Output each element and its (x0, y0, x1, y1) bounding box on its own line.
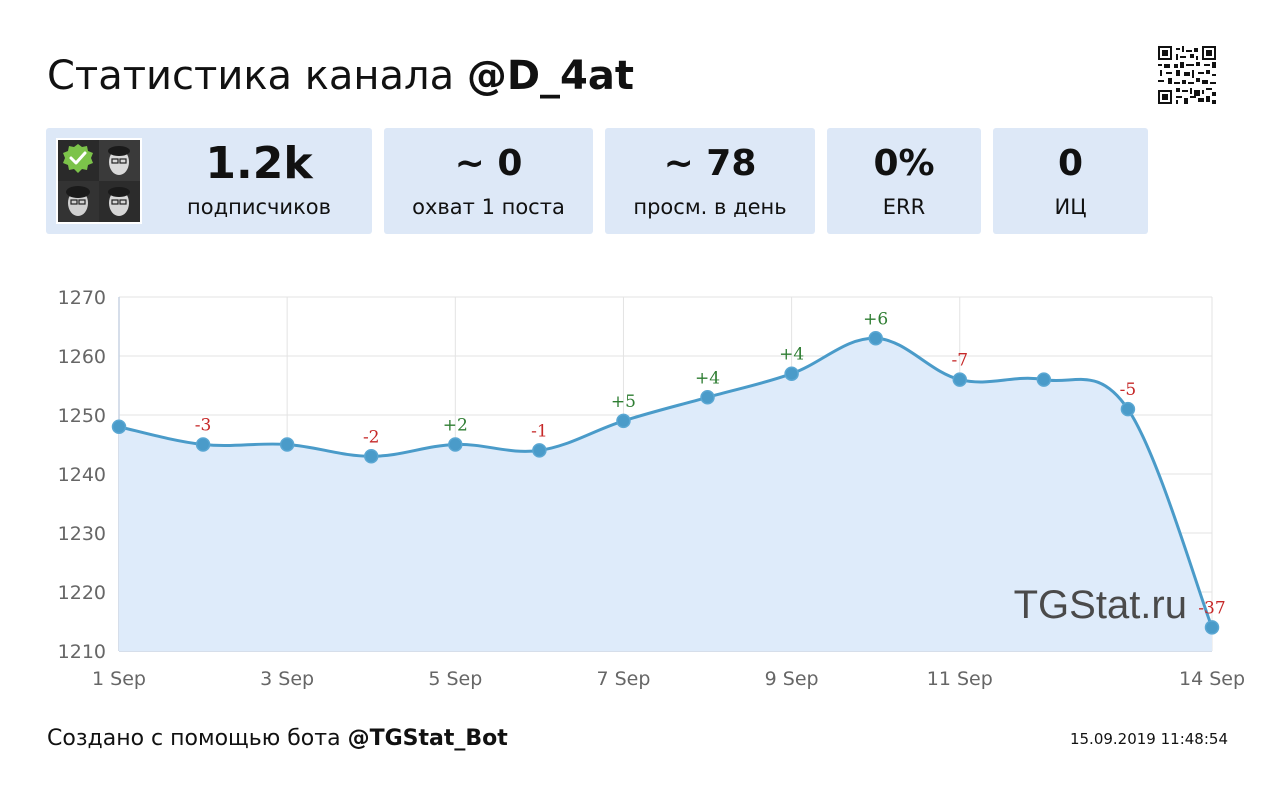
data-label: +6 (863, 309, 888, 329)
y-tick-label: 1270 (58, 287, 106, 309)
qr-code-icon (1158, 46, 1216, 104)
x-tick-label: 3 Sep (260, 668, 314, 690)
data-point (532, 443, 547, 458)
chart-points (111, 331, 1220, 635)
data-point (868, 331, 883, 346)
data-point (363, 449, 379, 464)
chart-line (118, 336, 1214, 628)
y-tick-label: 1250 (58, 405, 106, 427)
data-label: +4 (779, 345, 804, 365)
err-value: 0% (873, 143, 935, 184)
y-tick-label: 1260 (58, 346, 106, 368)
page-title: Статистика канала @D_4at (47, 50, 634, 102)
data-point (952, 372, 968, 387)
bot-link[interactable]: @TGStat_Bot (347, 726, 508, 751)
y-tick-label: 1210 (58, 641, 106, 663)
daily-views-label: просм. в день (633, 195, 787, 219)
data-point (1036, 372, 1052, 387)
y-axis-ticks: 1210 1220 1230 1240 1250 1260 1270 (58, 287, 106, 663)
y-tick-label: 1230 (58, 523, 106, 545)
data-point (448, 437, 463, 452)
channel-name: @D_4at (466, 53, 634, 99)
data-label: +2 (443, 416, 468, 436)
watermark: TGStat.ru (1014, 583, 1187, 627)
data-label: -3 (195, 416, 212, 436)
data-label: -37 (1198, 598, 1225, 618)
data-point (195, 437, 211, 452)
data-point (700, 390, 715, 405)
citation-index-label: ИЦ (1054, 195, 1087, 219)
title-prefix: Статистика канала (47, 53, 467, 99)
subscribers-label: подписчиков (187, 195, 331, 219)
subscribers-card: 1.2k подписчиков (46, 128, 372, 234)
footer-credit: Создано с помощью бота @TGStat_Bot (47, 724, 508, 754)
data-point (279, 437, 295, 452)
data-label: -7 (951, 351, 968, 371)
x-tick-label: 7 Sep (596, 668, 650, 690)
x-tick-label: 5 Sep (428, 668, 482, 690)
citation-index-value: 0 (1057, 143, 1084, 184)
x-tick-label: 9 Sep (765, 668, 819, 690)
data-label: +4 (695, 368, 720, 388)
y-tick-label: 1220 (58, 582, 106, 604)
data-point (1204, 620, 1220, 635)
subscribers-value: 1.2k (205, 138, 313, 189)
y-tick-label: 1240 (58, 464, 106, 486)
data-label: -5 (1120, 380, 1137, 400)
channel-avatar (56, 138, 142, 224)
reach-card: ~ 0 охват 1 поста (384, 128, 593, 234)
chart-data-labels: -3 -2 +2 -1 +5 +4 +4 +6 -7 -5 -37 (195, 309, 1226, 618)
footer-prefix: Создано с помощью бота (47, 726, 348, 751)
err-label: ERR (882, 195, 926, 219)
x-tick-label: 11 Sep (927, 668, 993, 690)
err-card: 0% ERR (827, 128, 981, 234)
data-point (616, 413, 631, 429)
chart-area-fill (119, 338, 1212, 651)
x-tick-label: 14 Sep (1179, 668, 1245, 690)
daily-views-value: ~ 78 (663, 143, 757, 184)
reach-value: ~ 0 (454, 143, 523, 184)
data-point (784, 366, 799, 381)
x-axis-ticks: 1 Sep 3 Sep 5 Sep 7 Sep 9 Sep 11 Sep 14 Sep (92, 668, 1245, 690)
daily-views-card: ~ 78 просм. в день (605, 128, 815, 234)
subscribers-chart: -3 -2 +2 -1 +5 +4 +4 +6 -7 -5 -37 1210 1220 1230 1240… (58, 287, 1245, 690)
reach-label: охват 1 поста (412, 195, 565, 219)
data-label: +5 (611, 392, 636, 412)
x-tick-label: 1 Sep (92, 668, 146, 690)
data-label: -1 (531, 421, 548, 441)
timestamp: 15.09.2019 11:48:54 (1069, 730, 1228, 748)
data-point (1120, 401, 1136, 417)
data-point (111, 419, 127, 435)
verified-badge-icon (63, 144, 93, 173)
citation-index-card: 0 ИЦ (993, 128, 1148, 234)
data-label: -2 (363, 427, 380, 447)
